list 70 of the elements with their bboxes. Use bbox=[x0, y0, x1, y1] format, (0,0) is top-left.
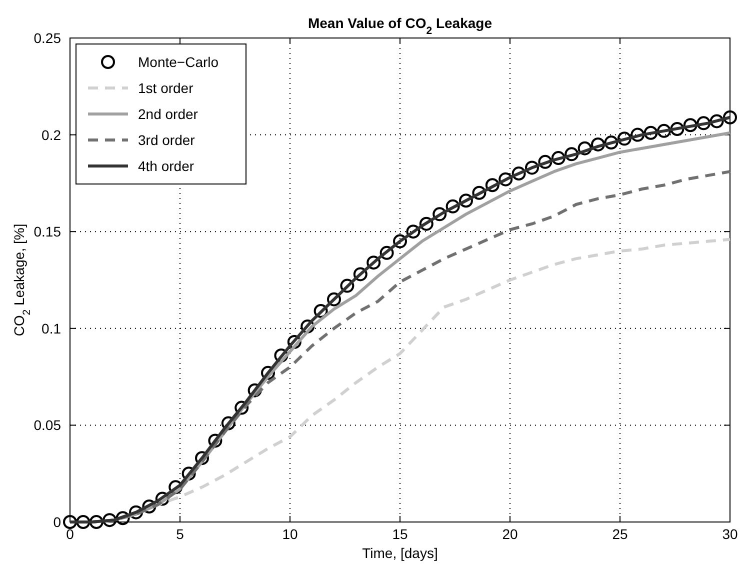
x-tick-label: 15 bbox=[392, 526, 408, 542]
point bbox=[195, 451, 209, 466]
x-tick-label: 0 bbox=[66, 526, 74, 542]
point bbox=[182, 466, 196, 481]
point bbox=[274, 348, 288, 363]
point bbox=[406, 224, 420, 239]
point bbox=[459, 194, 473, 208]
point bbox=[208, 434, 222, 448]
point bbox=[116, 511, 130, 526]
point bbox=[710, 114, 724, 128]
point bbox=[446, 199, 460, 214]
point bbox=[432, 207, 447, 222]
x-tick-label: 20 bbox=[502, 526, 518, 542]
point bbox=[221, 416, 236, 430]
point bbox=[287, 334, 302, 349]
point bbox=[353, 267, 368, 282]
x-tick-label: 10 bbox=[282, 526, 298, 542]
point bbox=[380, 246, 394, 260]
point bbox=[168, 480, 183, 494]
point bbox=[630, 128, 645, 142]
point bbox=[419, 216, 434, 231]
legend-label: 2nd order bbox=[138, 106, 198, 122]
point bbox=[498, 172, 513, 186]
point bbox=[142, 500, 156, 514]
point bbox=[89, 515, 104, 529]
y-tick-label: 0.1 bbox=[42, 320, 62, 336]
point bbox=[234, 400, 249, 415]
point bbox=[340, 278, 354, 293]
point bbox=[63, 515, 77, 529]
point bbox=[472, 186, 486, 200]
x-tick-label: 25 bbox=[612, 526, 628, 542]
x-axis-title: Time, [days] bbox=[362, 545, 438, 561]
point bbox=[129, 505, 143, 520]
point bbox=[617, 132, 632, 146]
point bbox=[327, 292, 341, 306]
point bbox=[512, 166, 526, 181]
x-tick-label: 5 bbox=[176, 526, 184, 542]
y-tick-label: 0.2 bbox=[42, 126, 62, 143]
point bbox=[366, 256, 381, 270]
y-tick-label: 0.25 bbox=[34, 30, 62, 46]
legend-label: 1st order bbox=[138, 80, 194, 96]
legend-label: Monte−Carlo bbox=[138, 54, 219, 70]
point bbox=[261, 366, 275, 380]
point bbox=[604, 136, 618, 150]
legend-label: 3rd order bbox=[138, 132, 196, 148]
point bbox=[564, 147, 579, 162]
point bbox=[644, 126, 658, 140]
point bbox=[696, 116, 711, 130]
point bbox=[525, 160, 539, 175]
point bbox=[723, 110, 737, 124]
point bbox=[102, 513, 117, 528]
y-tick-label: 0.15 bbox=[34, 224, 62, 240]
point bbox=[683, 118, 698, 132]
point bbox=[538, 154, 552, 169]
point bbox=[485, 178, 500, 192]
point bbox=[657, 124, 671, 138]
point bbox=[393, 234, 407, 248]
x-tick-label: 30 bbox=[722, 526, 738, 542]
y-tick-label: 0 bbox=[53, 514, 62, 530]
point bbox=[76, 515, 90, 529]
point bbox=[155, 492, 170, 506]
point bbox=[300, 319, 315, 334]
point bbox=[314, 304, 328, 318]
chart-title: Mean Value of CO$_{2}$ Leakage bbox=[308, 15, 492, 37]
y-tick-label: 0.05 bbox=[34, 417, 62, 434]
point bbox=[578, 141, 592, 156]
point bbox=[551, 151, 566, 166]
legend-label: 4th order bbox=[138, 158, 194, 174]
point bbox=[670, 122, 684, 136]
point bbox=[591, 137, 605, 152]
